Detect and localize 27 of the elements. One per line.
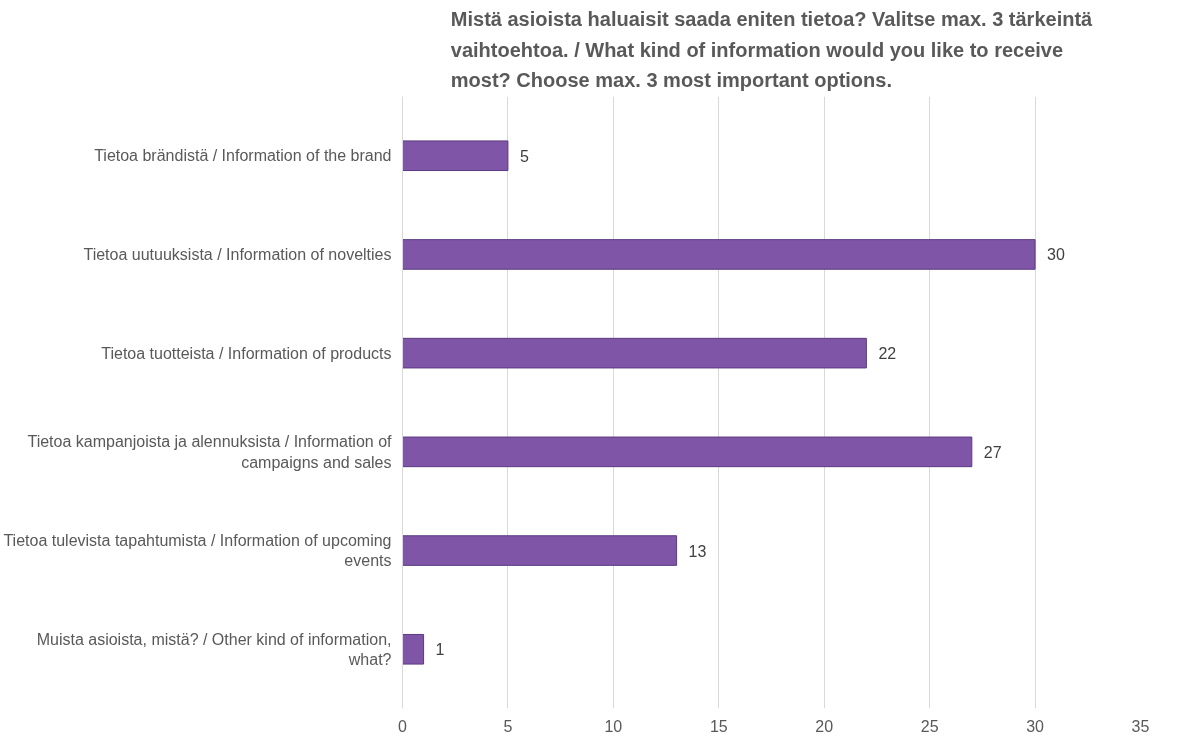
data-label: 27 — [983, 443, 1002, 461]
x-tick-label: 25 — [920, 717, 939, 735]
bar — [402, 436, 973, 468]
bar — [402, 239, 1036, 270]
y-tick-label: Tietoa tulevista tapahtumista / Information of upcoming events — [3, 531, 392, 570]
data-label: 5 — [519, 147, 529, 165]
x-tick-label: 15 — [709, 717, 728, 735]
bar — [402, 337, 867, 369]
bar — [402, 535, 678, 566]
x-tick-label: 0 — [398, 717, 408, 735]
data-label: 30 — [1047, 246, 1065, 264]
x-tick-label: 5 — [503, 717, 513, 735]
y-tick-label: Tietoa kampanjoista ja alennuksista / Information of campaigns and sales — [27, 433, 393, 471]
bar — [402, 633, 425, 665]
y-tick-label: Tietoa tuotteista / Information of products — [101, 344, 392, 362]
x-tick-label: 20 — [815, 717, 834, 735]
bar — [402, 140, 509, 172]
y-tick-label: Tietoa brändistä / Information of the brand — [94, 147, 392, 165]
y-tick-label: Muista asioista, mistä? / Other kind of information, what? — [36, 630, 392, 668]
x-tick-label: 35 — [1131, 717, 1150, 735]
x-tick-label: 10 — [604, 717, 623, 735]
data-label: 22 — [878, 345, 897, 363]
y-tick-label: Tietoa uutuuksista / Information of novelties — [83, 245, 392, 263]
x-tick-label: 30 — [1026, 717, 1045, 735]
chart-title: Mistä asioista haluaisit saada eniten tietoa? Valitse max. 3 tärkeintä vaihtoehtoa. / What kind of information would you like to receive most? Choose max. 3 most important options. — [450, 7, 1094, 92]
data-label: 1 — [435, 641, 445, 659]
data-label: 13 — [688, 542, 707, 560]
